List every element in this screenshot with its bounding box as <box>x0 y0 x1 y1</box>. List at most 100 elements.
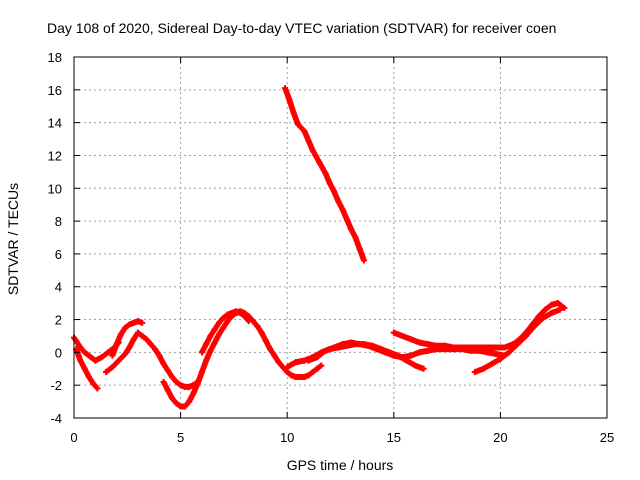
data-point <box>177 382 184 389</box>
data-point <box>198 349 205 356</box>
series-arc-4 <box>109 318 146 359</box>
y-axis-ticks: -4 -2 0 2 4 6 8 10 12 14 16 18 <box>48 50 607 426</box>
data-point <box>548 309 555 316</box>
data-point <box>390 352 397 359</box>
chart-title: Day 108 of 2020, Sidereal Day-to-day VTE… <box>47 20 556 36</box>
data-point <box>301 373 308 380</box>
data-point <box>540 314 547 321</box>
data-point <box>348 339 355 346</box>
grid-lines <box>74 57 607 418</box>
x-tick-label: 0 <box>70 430 77 445</box>
data-point <box>160 378 167 385</box>
data-point <box>164 387 171 394</box>
data-point <box>516 336 523 343</box>
data-point <box>102 369 109 376</box>
data-point <box>510 342 517 349</box>
data-point <box>424 347 431 354</box>
data-point <box>245 318 252 325</box>
data-point <box>416 339 423 346</box>
data-point <box>126 344 133 351</box>
data-point <box>331 188 338 195</box>
data-point <box>198 369 205 376</box>
data-point <box>207 347 214 354</box>
data-point <box>284 364 291 371</box>
data-point <box>134 329 141 336</box>
data-point <box>241 313 248 320</box>
x-tick-label: 10 <box>280 430 294 445</box>
y-tick-label: 8 <box>55 214 62 229</box>
data-point <box>98 354 105 361</box>
data-point <box>497 355 504 362</box>
data-point <box>147 341 154 348</box>
data-point <box>164 367 171 374</box>
data-point <box>173 378 180 385</box>
x-tick-label: 5 <box>177 430 184 445</box>
data-point <box>211 339 218 346</box>
data-point <box>85 373 92 380</box>
series-arc-2 <box>73 346 101 392</box>
data-point <box>484 344 491 351</box>
data-point <box>407 336 414 343</box>
data-point <box>314 365 321 372</box>
y-axis-label: SDTVAR / TECUs <box>5 183 21 295</box>
data-point <box>267 346 274 353</box>
x-tick-label: 15 <box>387 430 401 445</box>
data-point <box>262 337 269 344</box>
data-point <box>271 352 278 359</box>
data-point <box>290 109 297 116</box>
data-point <box>326 180 333 187</box>
data-point <box>331 344 338 351</box>
x-axis-ticks: 0 5 10 15 20 25 <box>70 57 614 445</box>
data-point <box>109 352 116 359</box>
data-point <box>77 344 84 351</box>
data-point <box>288 372 295 379</box>
data-point <box>286 96 293 103</box>
data-point <box>130 319 137 326</box>
data-point <box>92 357 99 364</box>
data-point <box>94 385 101 392</box>
data-point <box>488 360 495 367</box>
y-tick-label: 16 <box>48 83 62 98</box>
data-point <box>254 323 261 330</box>
data-point <box>207 332 214 339</box>
data-point <box>203 357 210 364</box>
data-point <box>258 329 265 336</box>
data-point <box>275 359 282 366</box>
series-arc-12 <box>282 85 367 264</box>
data-point <box>186 398 193 405</box>
data-point <box>356 245 363 252</box>
data-point <box>390 329 397 336</box>
data-point <box>493 351 500 358</box>
data-point <box>535 313 542 320</box>
data-point <box>322 170 329 177</box>
data-point <box>505 349 512 356</box>
data-point <box>109 364 116 371</box>
data-point <box>476 344 483 351</box>
y-tick-label: 4 <box>55 280 62 295</box>
y-tick-label: -4 <box>50 411 62 426</box>
data-point <box>382 349 389 356</box>
x-tick-label: 20 <box>493 430 507 445</box>
data-point <box>173 400 180 407</box>
y-tick-label: 2 <box>55 313 62 328</box>
data-point <box>339 341 346 348</box>
data-point <box>318 362 325 369</box>
data-point <box>416 349 423 356</box>
data-point <box>115 357 122 364</box>
data-point <box>305 372 312 379</box>
data-point <box>459 344 466 351</box>
data-markers <box>71 85 568 410</box>
data-point <box>316 159 323 166</box>
x-tick-label: 25 <box>600 430 614 445</box>
y-tick-label: 12 <box>48 148 62 163</box>
data-point <box>348 226 355 233</box>
data-point <box>352 234 359 241</box>
data-point <box>224 311 231 318</box>
plot-frame <box>73 56 608 419</box>
data-point <box>292 359 299 366</box>
data-point <box>105 349 112 356</box>
data-point <box>233 308 240 315</box>
data-point <box>373 346 380 353</box>
data-point <box>211 326 218 333</box>
